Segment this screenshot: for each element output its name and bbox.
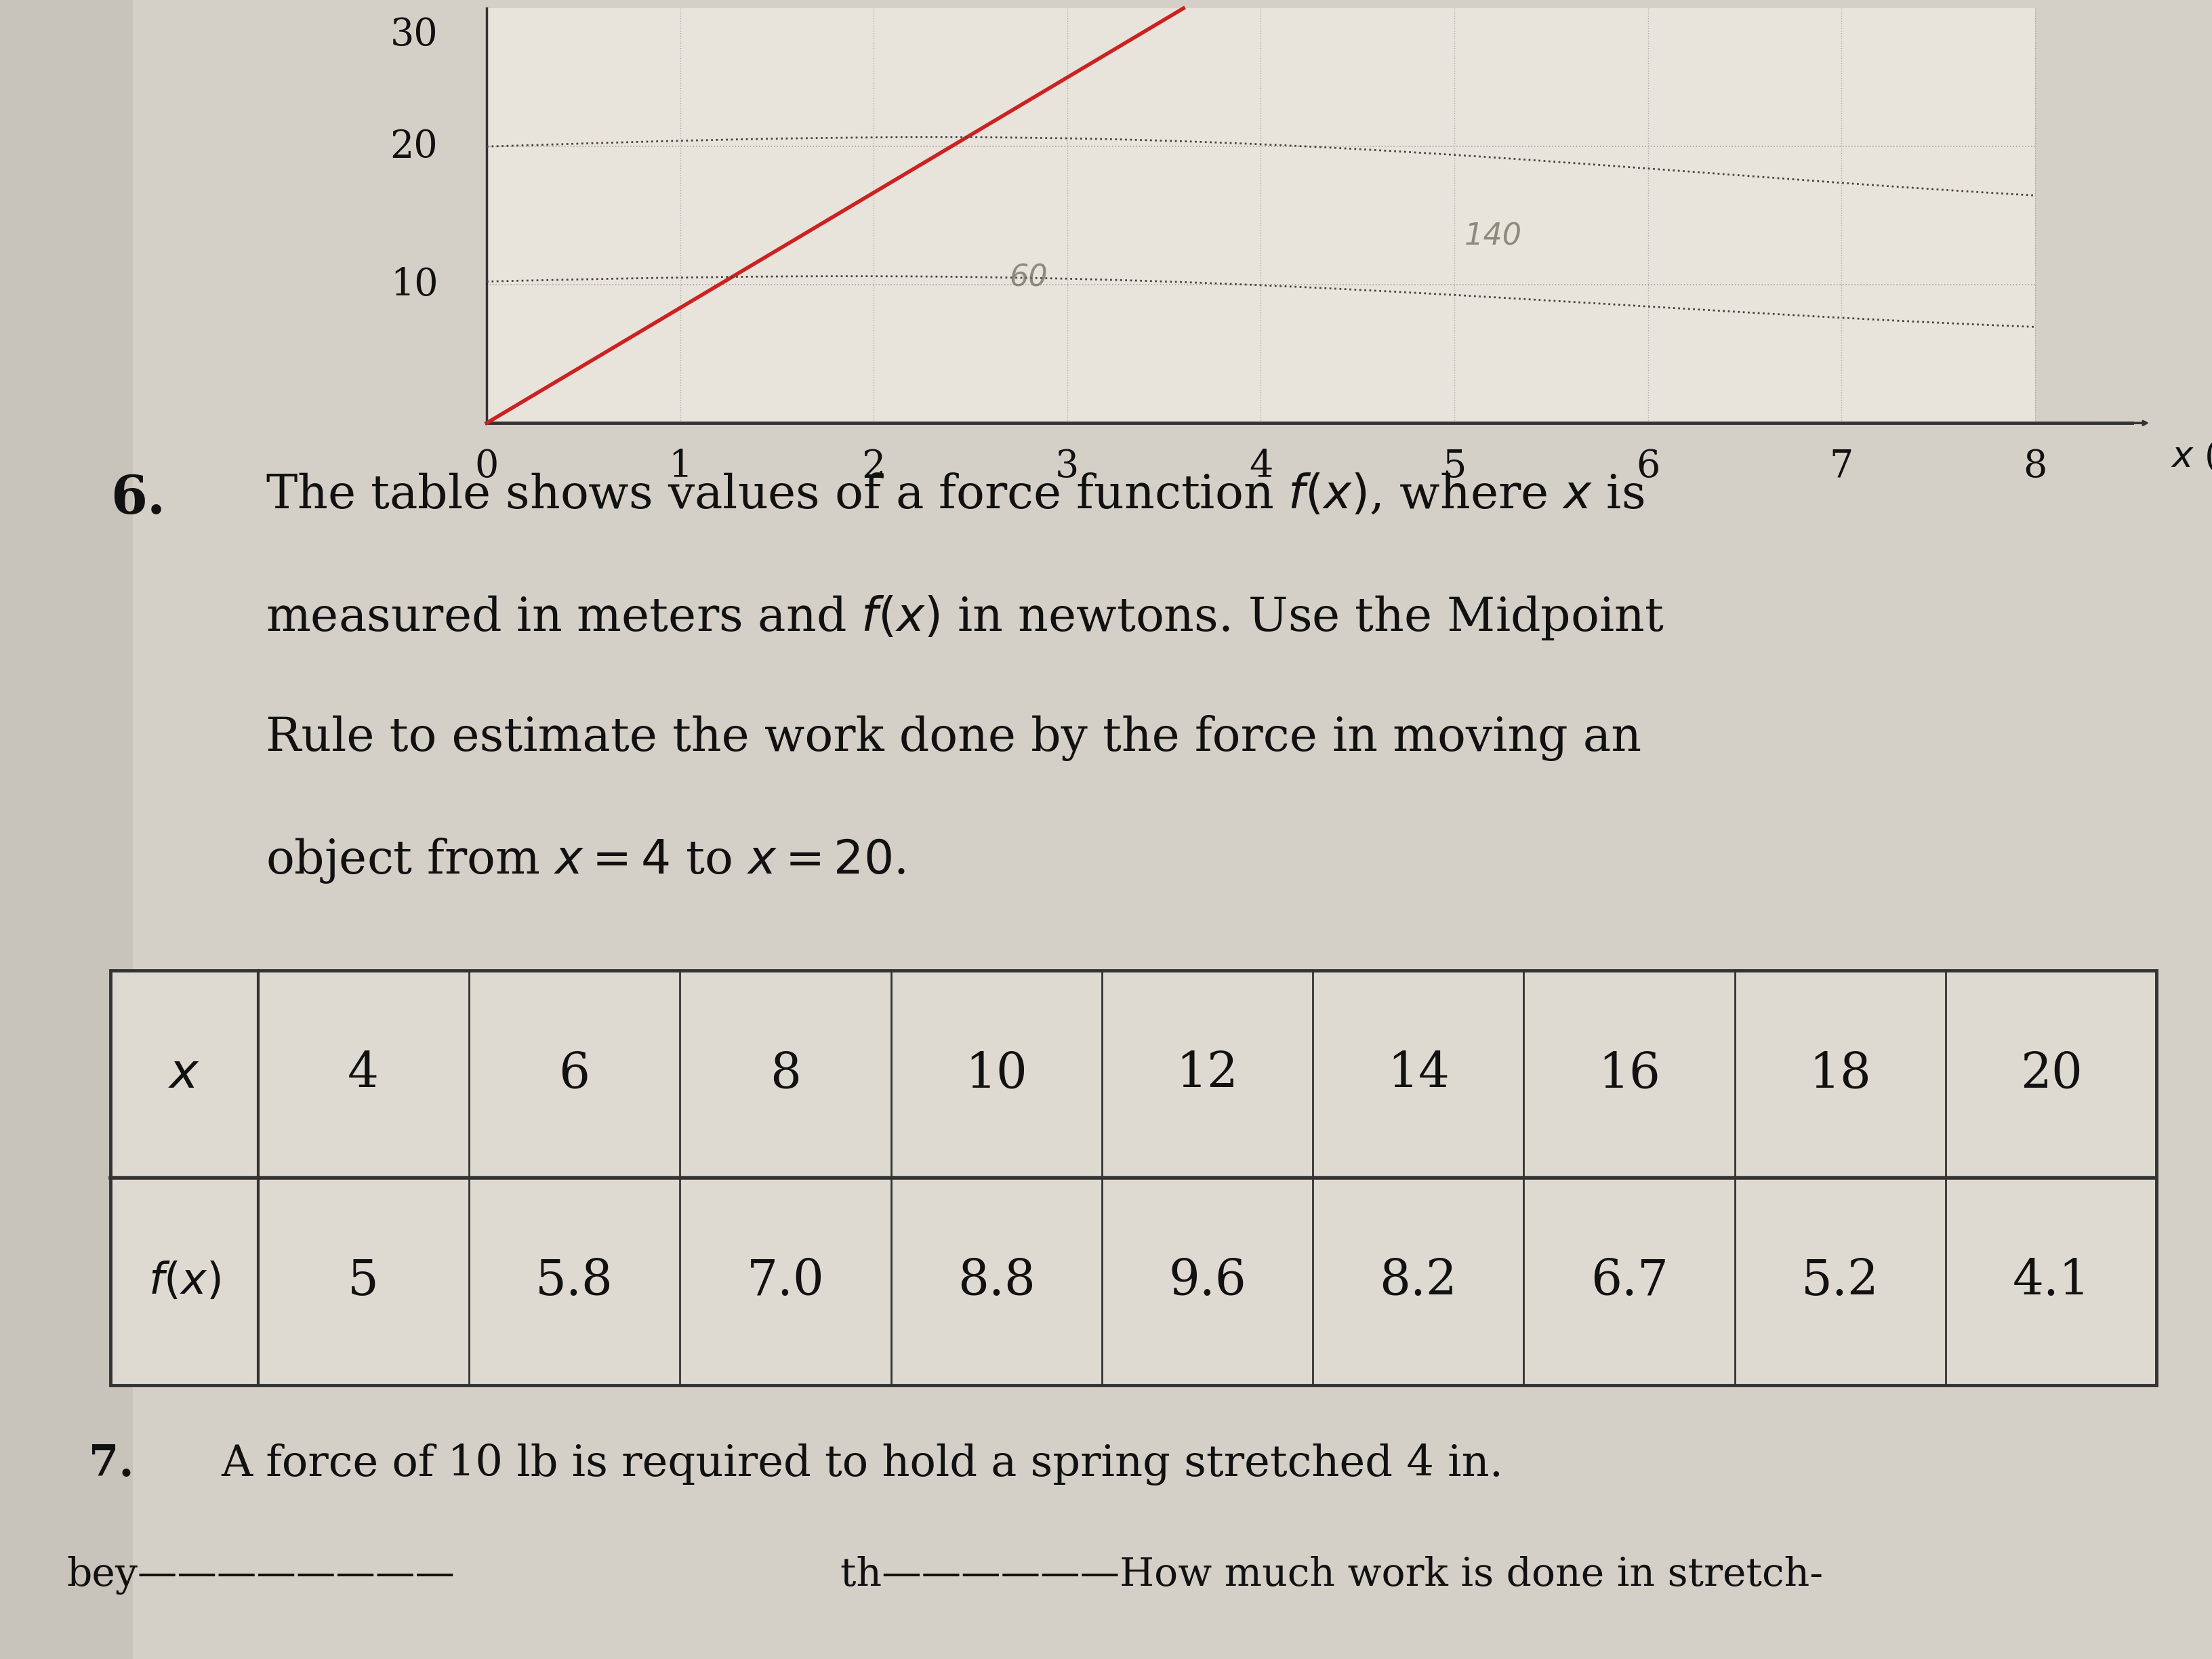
Text: 140: 140 [1464,222,1522,251]
Text: 2: 2 [863,448,885,484]
Text: The table shows values of a force function $f(x)$, where $x$ is: The table shows values of a force functi… [265,473,1644,518]
Text: 5.2: 5.2 [1801,1258,1880,1306]
Text: $x$: $x$ [168,1050,201,1098]
Bar [111,971,2157,1385]
Bar [111,971,2157,1385]
Text: 20: 20 [389,128,438,166]
Text: 5: 5 [347,1258,378,1306]
Text: 5: 5 [1442,448,1467,484]
Text: 6: 6 [560,1050,591,1098]
Text: 8.8: 8.8 [958,1258,1035,1306]
Text: 4: 4 [347,1050,378,1098]
Text: 5.8: 5.8 [535,1258,613,1306]
Text: $f(x)$: $f(x)$ [148,1261,221,1302]
Text: 6: 6 [1637,448,1659,484]
Text: 10: 10 [389,265,438,304]
Text: 6.7: 6.7 [1590,1258,1668,1306]
Text: 10: 10 [964,1050,1026,1098]
Text: measured in meters and $f(x)$ in newtons. Use the Midpoint: measured in meters and $f(x)$ in newtons… [265,594,1663,642]
Text: 30: 30 [389,17,438,53]
Text: 12: 12 [1177,1050,1239,1098]
Text: 9.6: 9.6 [1168,1258,1245,1306]
Text: object from $x = 4$ to $x = 20$.: object from $x = 4$ to $x = 20$. [265,836,905,884]
Text: Rule to estimate the work done by the force in moving an: Rule to estimate the work done by the fo… [265,715,1641,761]
Text: 7.0: 7.0 [745,1258,825,1306]
Text: $x$ (m): $x$ (m) [2170,440,2212,474]
Text: 18: 18 [1809,1050,1871,1098]
Bar [487,8,2035,423]
Text: 60: 60 [1009,264,1048,292]
Text: A force of 10 lb is required to hold a spring stretched 4 in.: A force of 10 lb is required to hold a s… [221,1443,1504,1485]
Text: 4.1: 4.1 [2013,1258,2090,1306]
Text: 7: 7 [1829,448,1854,484]
Text: bey————————: bey———————— [66,1556,456,1594]
Text: 0: 0 [476,448,498,484]
Text: 6.: 6. [111,473,166,524]
Text: 8.2: 8.2 [1380,1258,1458,1306]
Text: 8: 8 [2024,448,2046,484]
Text: 7.: 7. [88,1443,133,1485]
Text: 3: 3 [1055,448,1079,484]
Text: th——————How much work is done in stretch-: th——————How much work is done in stretch… [841,1556,1823,1594]
Bar [0,0,133,1659]
Text: 14: 14 [1387,1050,1449,1098]
Text: 1: 1 [668,448,692,484]
Text: 4: 4 [1250,448,1272,484]
Text: 8: 8 [770,1050,801,1098]
Text: 16: 16 [1597,1050,1661,1098]
Text: 20: 20 [2020,1050,2081,1098]
